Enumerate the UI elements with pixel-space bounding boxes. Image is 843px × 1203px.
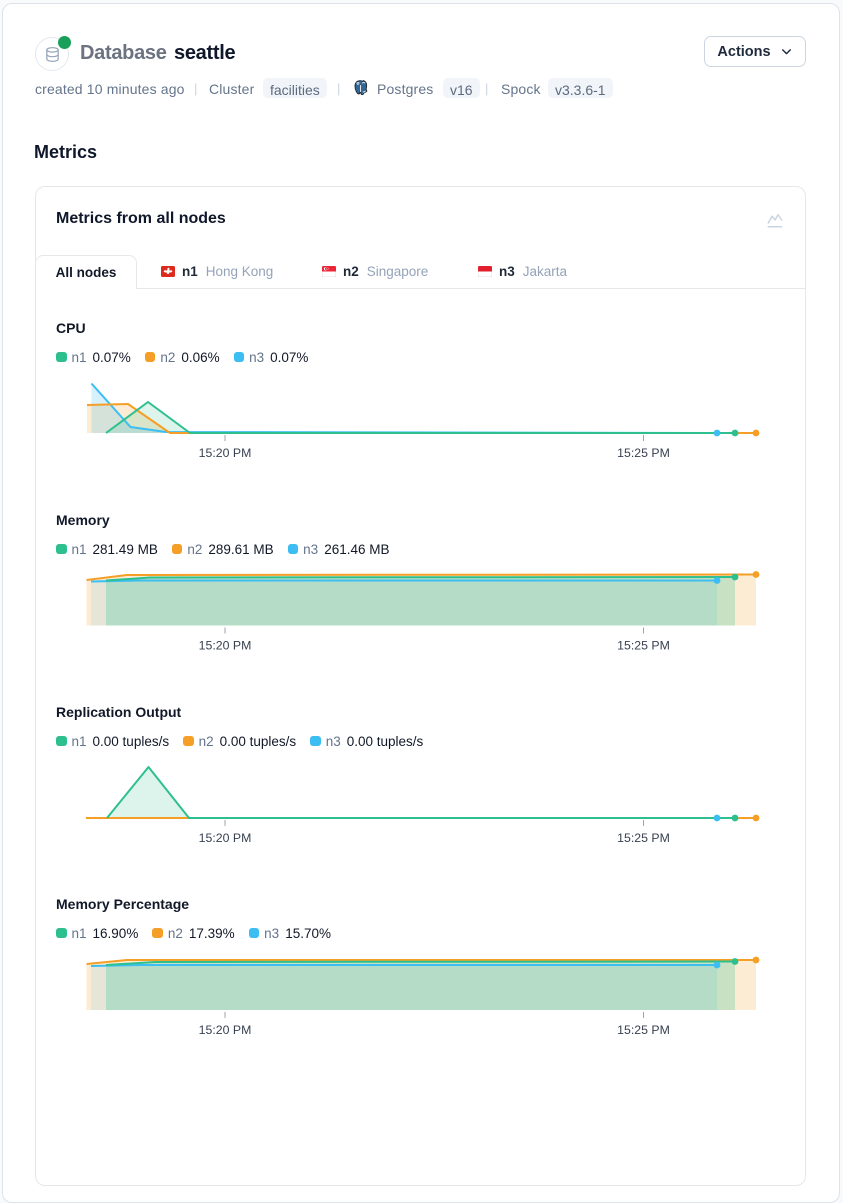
svg-text:15:25 PM: 15:25 PM <box>617 1023 670 1037</box>
svg-text:15:25 PM: 15:25 PM <box>617 639 670 653</box>
svg-text:15:25 PM: 15:25 PM <box>617 446 670 460</box>
svg-text:15:20 PM: 15:20 PM <box>199 1023 252 1037</box>
svg-text:15:25 PM: 15:25 PM <box>617 831 670 845</box>
svg-text:15:20 PM: 15:20 PM <box>199 639 252 653</box>
svg-text:15:20 PM: 15:20 PM <box>199 831 252 845</box>
svg-text:15:20 PM: 15:20 PM <box>199 446 252 460</box>
